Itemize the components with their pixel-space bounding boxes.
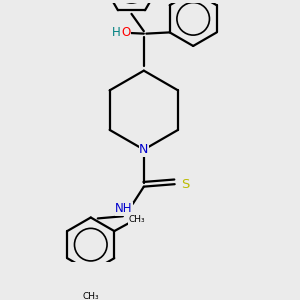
Text: O: O bbox=[121, 26, 130, 39]
Text: N: N bbox=[139, 143, 148, 156]
Text: CH₃: CH₃ bbox=[128, 215, 145, 224]
Text: NH: NH bbox=[115, 202, 133, 215]
Text: H: H bbox=[112, 26, 120, 39]
Text: CH₃: CH₃ bbox=[82, 292, 99, 300]
Text: S: S bbox=[182, 178, 190, 191]
